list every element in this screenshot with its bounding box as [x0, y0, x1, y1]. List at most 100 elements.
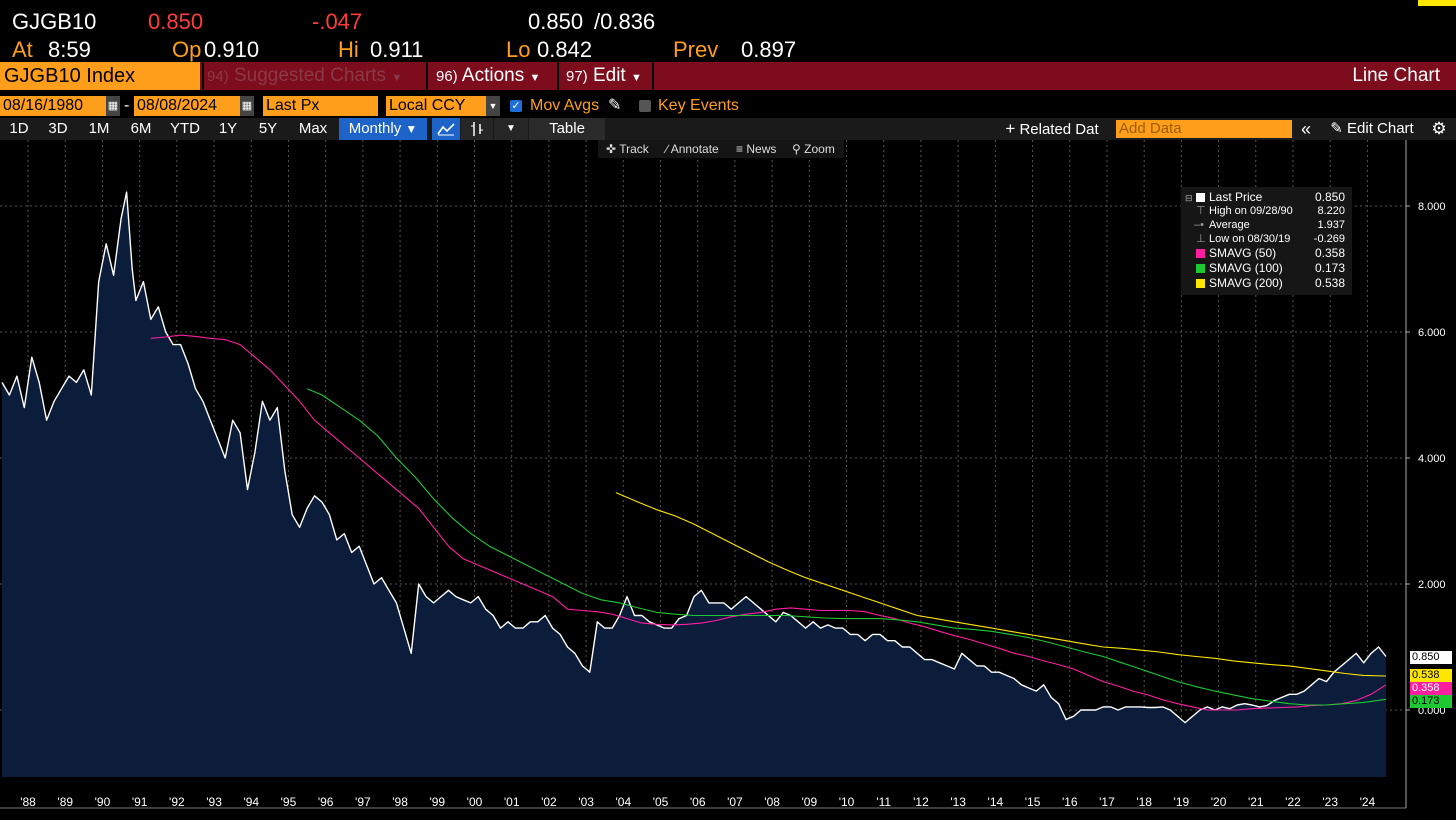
chart-type-label[interactable]: Line Chart — [1352, 65, 1440, 86]
security-field[interactable]: GJGB10 Index — [0, 62, 200, 90]
zoom-tool[interactable]: ⚲ Zoom — [792, 140, 835, 158]
edit-menu[interactable]: 97) Edit ▼ — [566, 62, 651, 90]
edit-chart-button[interactable]: ✎ Edit Chart — [1320, 118, 1424, 140]
legend-value: 0.173 — [1314, 261, 1345, 275]
key-events-checkbox[interactable] — [639, 100, 651, 112]
period-6m[interactable]: 6M — [130, 120, 152, 137]
annotate-label: Annotate — [670, 142, 719, 156]
crosshair-icon: ✜ — [606, 142, 617, 156]
legend-row-smavg100: SMAVG (100) 0.173 — [1181, 261, 1352, 275]
open-value: 0.910 — [204, 37, 260, 62]
table-button[interactable]: Table — [529, 118, 605, 140]
series-line-smavg-50 — [150, 334, 1387, 711]
menu-divider — [426, 62, 428, 90]
legend-label: SMAVG (100) — [1209, 261, 1283, 275]
line-chart[interactable]: 8.000 6.000 4.000 2.000 0.000 '88 '89 '90 '91 '92… — [0, 140, 1456, 820]
frequency-select[interactable]: Monthly ▼ — [339, 118, 427, 140]
suggested-charts-menu[interactable]: 94) Suggested Charts ▼ — [207, 62, 425, 90]
chart-legend: ⊟ Last Price 0.850 ⊤ High on 09/28/90 8.… — [1181, 187, 1352, 295]
y-tick-label: 8.000 — [1418, 201, 1446, 213]
ticker: GJGB10 — [12, 9, 97, 34]
pencil-icon[interactable]: ✎ — [608, 97, 622, 114]
zoom-label: Zoom — [804, 142, 835, 156]
news-tool[interactable]: ≡ News — [736, 140, 776, 158]
prev-value: 0.897 — [741, 37, 797, 62]
menu-divider — [557, 62, 559, 90]
actions-label: Actions — [461, 65, 525, 86]
high-value: 0.911 — [370, 37, 424, 62]
start-date-field[interactable]: 08/16/1980 — [0, 96, 106, 116]
mov-avgs-checkbox[interactable]: ✓ — [510, 100, 522, 112]
actions-menu[interactable]: 96) Actions ▼ — [436, 62, 556, 90]
x-tick-label: '99 — [429, 795, 445, 809]
x-tick-label: '98 — [392, 795, 408, 809]
net-change: -.047 — [312, 9, 363, 34]
y-tick-label: 4.000 — [1418, 453, 1446, 465]
open-label: Op — [172, 37, 202, 62]
prev-label: Prev — [673, 37, 719, 62]
related-data-button[interactable]: + Related Dat — [996, 118, 1108, 140]
suggested-charts-label: Suggested Charts — [233, 65, 387, 86]
annotate-tool[interactable]: ∕ Annotate — [666, 140, 719, 158]
track-tool[interactable]: ✜ Track — [606, 140, 649, 158]
period-ytd[interactable]: YTD — [170, 120, 200, 137]
price-field-select[interactable]: Last Px — [263, 96, 378, 116]
legend-label: Average — [1209, 219, 1250, 231]
x-tick-label: '08 — [764, 795, 780, 809]
date-range-dash: - — [124, 97, 130, 114]
x-tick-label: '93 — [206, 795, 222, 809]
x-tick-label: '12 — [913, 795, 929, 809]
x-tick-label: '21 — [1248, 795, 1264, 809]
period-1m[interactable]: 1M — [88, 120, 110, 137]
x-tick-label: '17 — [1099, 795, 1115, 809]
bar-chart-icon[interactable] — [461, 118, 493, 140]
ohlc-glyph — [471, 122, 483, 136]
x-tick-label: '00 — [467, 795, 483, 809]
legend-swatch — [1196, 193, 1205, 202]
x-tick-label: '96 — [318, 795, 334, 809]
legend-collapse-icon[interactable]: ⊟ — [1185, 193, 1193, 203]
high-marker-icon: ⊤ — [1196, 205, 1206, 217]
edit-number: 97) — [566, 68, 588, 85]
x-tick-label: '01 — [504, 795, 520, 809]
calendar-icon[interactable]: ▦ — [106, 96, 120, 116]
dropdown-arrow-icon[interactable]: ▼ — [486, 96, 500, 116]
menu-divider — [652, 62, 654, 90]
period-5y[interactable]: 5Y — [258, 120, 278, 137]
legend-value: 8.220 — [1317, 205, 1345, 217]
add-data-input[interactable] — [1116, 120, 1292, 138]
legend-label: SMAVG (50) — [1209, 246, 1277, 260]
plus-icon: + — [1005, 119, 1016, 138]
chart-style-dropdown-icon[interactable]: ▼ — [494, 118, 528, 140]
x-tick-label: '09 — [802, 795, 818, 809]
x-tick-label: '14 — [988, 795, 1004, 809]
chart-tools-bar: ✜ Track ∕ Annotate ≡ News ⚲ Zoom — [598, 140, 844, 158]
collapse-icon[interactable]: « — [1300, 119, 1311, 139]
x-tick-label: '18 — [1136, 795, 1152, 809]
line-chart-glyph — [437, 123, 455, 136]
pencil-icon: ✎ — [1330, 120, 1343, 137]
gear-icon[interactable]: ⚙ — [1431, 119, 1447, 138]
edit-chart-label: Edit Chart — [1347, 120, 1414, 137]
legend-label: SMAVG (200) — [1209, 276, 1283, 290]
x-tick-label: '19 — [1174, 795, 1190, 809]
period-max[interactable]: Max — [298, 120, 328, 137]
x-tick-label: '97 — [355, 795, 371, 809]
period-3d[interactable]: 3D — [48, 120, 68, 137]
calendar-icon[interactable]: ▦ — [240, 96, 254, 116]
x-tick-label: '06 — [690, 795, 706, 809]
legend-label: High on 09/28/90 — [1209, 205, 1293, 217]
period-1y[interactable]: 1Y — [218, 120, 238, 137]
currency-select[interactable]: Local CCY — [386, 96, 486, 116]
y-tick-label: 2.000 — [1418, 579, 1446, 591]
legend-row-smavg200: SMAVG (200) 0.538 — [1181, 276, 1352, 290]
line-chart-icon[interactable] — [432, 118, 460, 140]
last-price: 0.850 — [148, 9, 204, 34]
legend-row-low: ⊥ Low on 08/30/19 -0.269 — [1181, 232, 1352, 246]
end-date-field[interactable]: 08/08/2024 — [134, 96, 240, 116]
ask-price: /0.836 — [594, 9, 656, 34]
key-events-label[interactable]: Key Events — [658, 97, 739, 114]
legend-row-last-price: Last Price 0.850 — [1181, 190, 1352, 204]
period-1d[interactable]: 1D — [9, 120, 29, 137]
mov-avgs-label[interactable]: Mov Avgs — [530, 97, 600, 114]
